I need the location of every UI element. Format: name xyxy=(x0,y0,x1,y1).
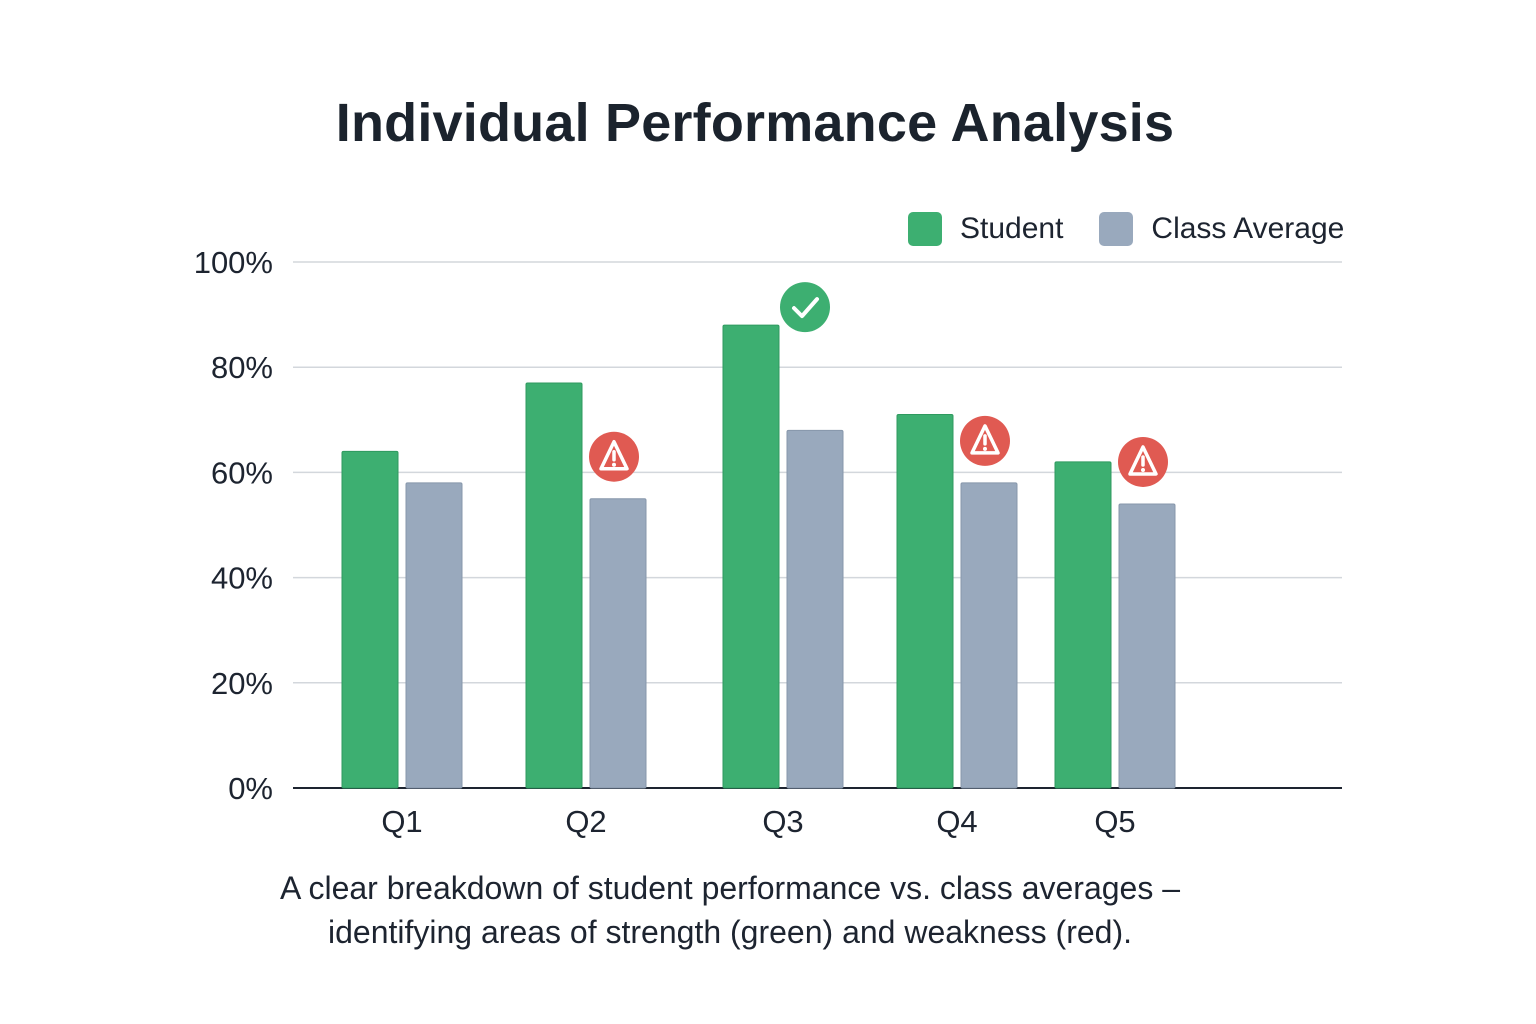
legend-label-student: Student xyxy=(960,212,1064,245)
y-tick-label: 80% xyxy=(211,350,273,385)
check-icon xyxy=(780,282,830,333)
legend-swatch-student xyxy=(908,212,942,246)
bar-student-q1 xyxy=(341,450,399,789)
warning-dot xyxy=(1141,467,1145,472)
bar-class-average-q4 xyxy=(960,482,1018,789)
y-tick-label: 0% xyxy=(228,771,273,806)
bar-student-q4 xyxy=(896,414,954,789)
warning-icon xyxy=(1118,436,1168,487)
chart-title: Individual Performance Analysis xyxy=(335,93,1175,153)
caption-line-2: identifying areas of strength (green) an… xyxy=(328,914,1132,950)
x-tick-label: Q2 xyxy=(565,804,606,839)
legend-swatch-class-average xyxy=(1099,212,1134,246)
bar-student-q5 xyxy=(1054,461,1112,789)
y-tick-label: 100% xyxy=(194,245,273,280)
warning-triangle xyxy=(970,424,1000,455)
y-tick-label: 20% xyxy=(211,666,273,701)
chart-legend: Student Class Average xyxy=(908,212,1344,246)
caption-line-1: A clear breakdown of student performance… xyxy=(279,870,1181,906)
warning-triangle xyxy=(599,439,629,471)
bar-class-average-q5 xyxy=(1118,503,1176,789)
warning-dot xyxy=(983,446,987,451)
x-tick-label: Q5 xyxy=(1094,804,1135,839)
x-tick-label: Q4 xyxy=(936,804,977,839)
bar-student-q2 xyxy=(525,382,583,789)
y-tick-label: 60% xyxy=(211,455,273,490)
legend-label-class-average: Class Average xyxy=(1151,212,1345,245)
warning-dot xyxy=(612,462,616,467)
warning-icon xyxy=(960,415,1010,466)
badge-circle xyxy=(780,282,830,333)
warning-icon xyxy=(589,431,639,482)
bar-student-q3 xyxy=(722,324,780,789)
x-tick-label: Q3 xyxy=(762,804,803,839)
warning-triangle xyxy=(1128,445,1158,476)
bar-class-average-q1 xyxy=(405,482,463,789)
bar-class-average-q3 xyxy=(786,429,844,789)
legend-item-class-average: Class Average xyxy=(1099,212,1344,246)
legend-item-student: Student xyxy=(908,212,1063,246)
check-mark xyxy=(792,297,819,319)
bar-class-average-q2 xyxy=(589,498,647,789)
y-tick-label: 40% xyxy=(211,561,273,596)
x-tick-label: Q1 xyxy=(381,804,422,839)
chart-caption: A clear breakdown of student performance… xyxy=(160,866,1300,954)
